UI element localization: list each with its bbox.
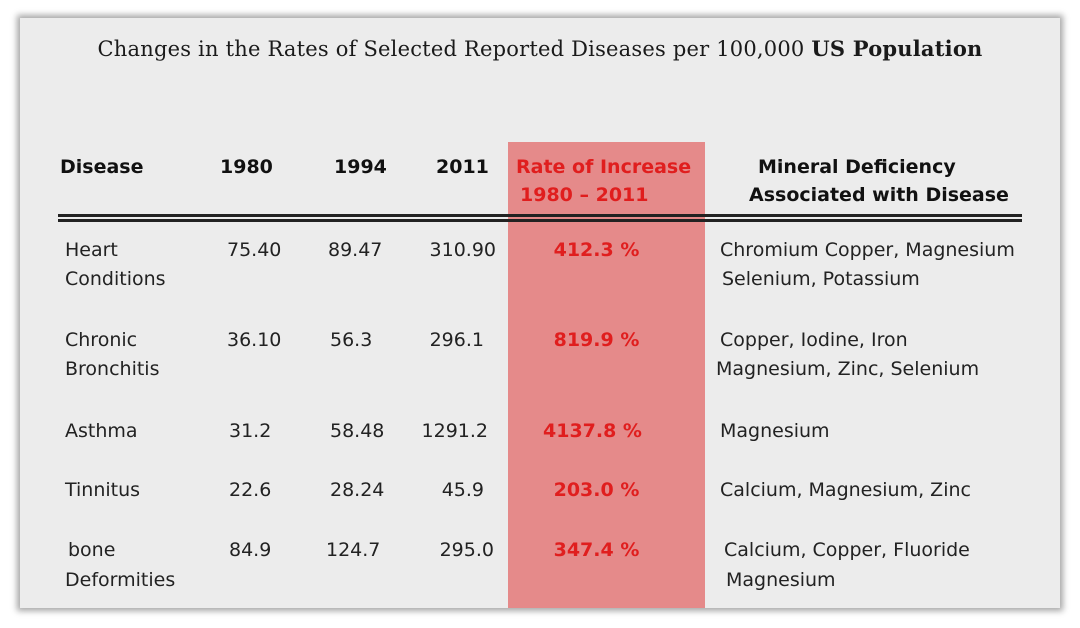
row4-disease-line1: Tinnitus	[65, 479, 141, 501]
row4-mineral-line1: Calcium, Magnesium, Zinc	[720, 479, 971, 501]
row2-1980: 36.10	[227, 329, 282, 351]
row1-mineral-line2: Selenium, Potassium	[722, 268, 920, 290]
row5-1980: 84.9	[229, 539, 272, 561]
header-disease: Disease	[60, 156, 144, 178]
header-mineral-line2: Associated with Disease	[749, 184, 1009, 206]
row1-1994: 89.47	[328, 239, 383, 261]
row2-1994: 56.3	[330, 329, 373, 351]
header-1994: 1994	[334, 156, 387, 178]
title-main: Changes in the Rates of Selected Reporte…	[97, 37, 805, 61]
header-rate-line1: Rate of Increase	[516, 156, 692, 178]
header-rule-top	[58, 214, 1022, 217]
row1-mineral-line1: Chromium Copper, Magnesium	[720, 239, 1015, 261]
row4-1994: 28.24	[330, 479, 385, 501]
row4-1980: 22.6	[229, 479, 272, 501]
row1-disease-line2: Conditions	[65, 268, 166, 290]
row4-2011: 45.9	[441, 479, 484, 501]
header-rate-line2: 1980 – 2011	[520, 184, 649, 206]
row1-2011: 310.90	[429, 239, 496, 261]
row2-2011: 296.1	[429, 329, 484, 351]
title-bold: US Population	[811, 36, 983, 61]
row3-rate: 4137.8 %	[543, 420, 642, 442]
row2-mineral-line1: Copper, Iodine, Iron	[720, 329, 908, 351]
page-title: Changes in the Rates of Selected Reporte…	[20, 36, 1060, 61]
row5-mineral-line2: Magnesium	[726, 569, 836, 591]
row3-mineral-line1: Magnesium	[720, 420, 830, 442]
row3-1994: 58.48	[330, 420, 385, 442]
row2-mineral-line2: Magnesium, Zinc, Selenium	[716, 358, 980, 380]
row5-2011: 295.0	[439, 539, 494, 561]
header-2011: 2011	[436, 156, 489, 178]
row2-rate: 819.9 %	[553, 329, 640, 351]
row5-1994: 124.7	[326, 539, 381, 561]
row3-disease-line1: Asthma	[65, 420, 138, 442]
row3-2011: 1291.2	[421, 420, 488, 442]
row1-disease-line1: Heart	[65, 239, 118, 261]
header-1980: 1980	[220, 156, 273, 178]
row4-rate: 203.0 %	[553, 479, 640, 501]
table-card: Changes in the Rates of Selected Reporte…	[20, 18, 1060, 608]
row5-rate: 347.4 %	[553, 539, 640, 561]
header-rule-bottom	[58, 219, 1022, 222]
header-mineral-line1: Mineral Deficiency	[758, 156, 956, 178]
row1-rate: 412.3 %	[553, 239, 640, 261]
row2-disease-line2: Bronchitis	[65, 358, 160, 380]
row5-disease-line1: bone	[68, 539, 116, 561]
row3-1980: 31.2	[229, 420, 272, 442]
row2-disease-line1: Chronic	[65, 329, 138, 351]
row5-disease-line2: Deformities	[65, 569, 176, 591]
row1-1980: 75.40	[227, 239, 282, 261]
row5-mineral-line1: Calcium, Copper, Fluoride	[724, 539, 970, 561]
